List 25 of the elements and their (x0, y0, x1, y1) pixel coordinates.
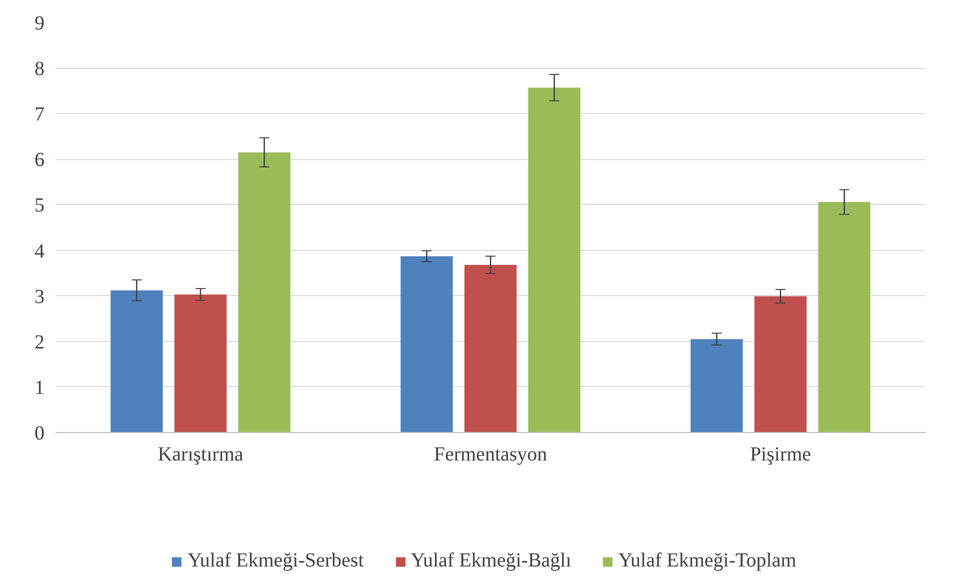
bar (528, 88, 580, 432)
y-tick-label: 1 (34, 376, 44, 399)
y-tick-label: 6 (34, 149, 44, 172)
x-tick-label: Pişirme (750, 444, 812, 466)
y-tick-label: 0 (34, 422, 44, 444)
bar (238, 152, 290, 432)
bar (400, 256, 453, 432)
bar (754, 296, 807, 432)
x-tick-label: Karıştırma (158, 444, 244, 466)
y-tick-label: 8 (34, 58, 44, 80)
x-tick-label: Fermentasyon (434, 444, 548, 466)
legend-label: Yulaf Ekmeği-Toplam (618, 550, 796, 573)
y-tick-label: 3 (34, 286, 44, 308)
y-tick-label: 7 (34, 104, 44, 126)
legend-label: Yulaf Ekmeği-Serbest (188, 550, 364, 573)
legend-label: Yulaf Ekmeği-Bağlı (410, 550, 572, 573)
bar (174, 294, 227, 432)
bar (464, 264, 517, 432)
y-tick-label: 5 (34, 194, 44, 217)
bar (690, 339, 743, 432)
y-tick-label: 9 (34, 12, 44, 34)
bar (110, 290, 163, 432)
y-tick-label: 2 (34, 331, 44, 354)
y-tick-label: 4 (34, 240, 44, 262)
bar (818, 202, 870, 432)
